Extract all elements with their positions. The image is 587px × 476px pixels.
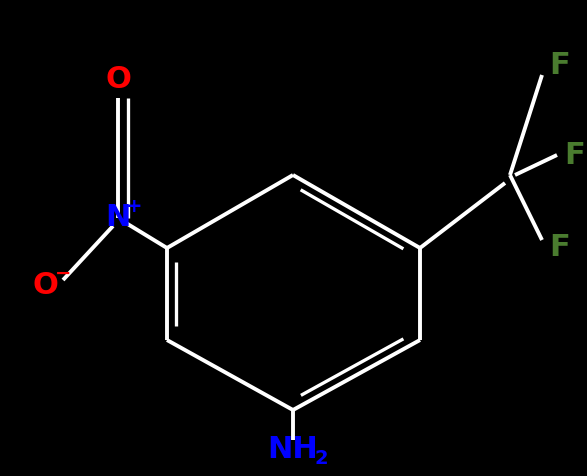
Text: O: O xyxy=(32,270,58,299)
Text: −: − xyxy=(55,264,71,282)
Text: 2: 2 xyxy=(314,448,328,467)
Text: O: O xyxy=(105,66,131,95)
Text: F: F xyxy=(549,234,571,262)
Text: N: N xyxy=(105,204,131,232)
Text: F: F xyxy=(565,140,585,169)
Text: NH: NH xyxy=(268,436,318,465)
Text: +: + xyxy=(126,197,142,216)
Text: F: F xyxy=(549,50,571,79)
